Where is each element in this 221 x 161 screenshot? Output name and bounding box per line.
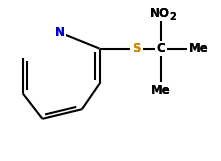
Text: Me: Me: [189, 42, 208, 55]
Text: C: C: [157, 42, 165, 55]
Text: C: C: [157, 42, 165, 55]
Text: S: S: [133, 42, 141, 55]
Text: NO: NO: [150, 7, 170, 20]
Text: Me: Me: [151, 84, 171, 97]
Text: C: C: [157, 42, 165, 55]
Text: Me: Me: [151, 84, 171, 97]
Text: Me: Me: [189, 42, 208, 55]
Text: 2: 2: [170, 12, 176, 22]
Text: NO: NO: [150, 7, 170, 20]
Text: 2: 2: [170, 12, 176, 22]
Text: NO: NO: [150, 7, 170, 20]
Text: N: N: [55, 26, 65, 39]
Text: N: N: [55, 26, 65, 39]
Text: 2: 2: [170, 12, 176, 22]
Text: S: S: [133, 42, 141, 55]
Text: Me: Me: [151, 84, 171, 97]
Text: Me: Me: [189, 42, 208, 55]
Text: S: S: [133, 42, 141, 55]
Text: N: N: [55, 26, 65, 39]
